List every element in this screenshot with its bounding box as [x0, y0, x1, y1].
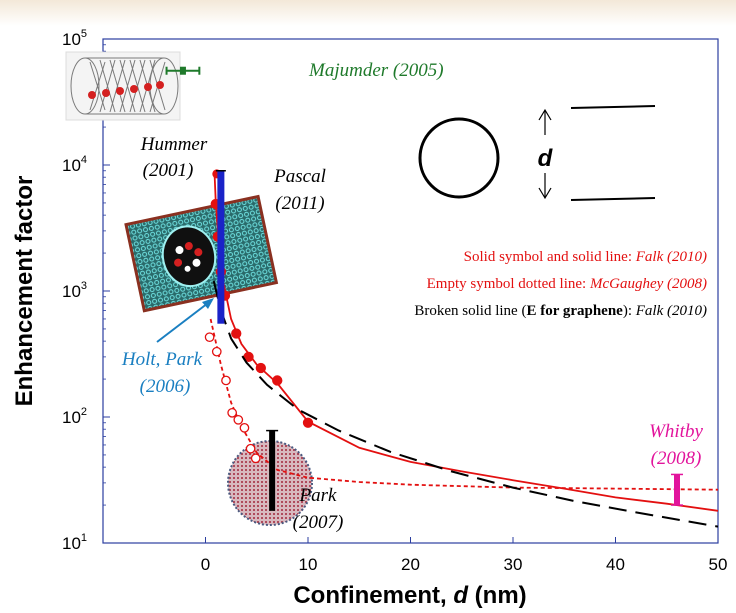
nanotube-image-pascal — [124, 194, 279, 313]
annotation-pascal-year: (2011) — [275, 193, 324, 214]
legend-empty: Empty symbol dotted line: McGaughey (200… — [427, 276, 707, 292]
annotation-holt-name: Holt, Park — [121, 349, 203, 370]
series-1-point-7 — [250, 453, 261, 464]
series-line-2 — [212, 280, 719, 528]
x-tick-label-40: 40 — [606, 555, 625, 574]
annotation-hummer-name: Hummer — [140, 134, 208, 155]
legend: Solid symbol and solid line: Falk (2010)… — [414, 249, 707, 319]
series-1-point-4 — [233, 414, 244, 425]
x-tick-label-0: 0 — [201, 555, 210, 574]
legend-solid: Solid symbol and solid line: Falk (2010) — [464, 249, 707, 265]
series-0-point-4 — [231, 328, 242, 339]
series-0-point-7 — [272, 375, 283, 386]
series-0-point-5 — [243, 351, 254, 363]
series-0-point-6 — [255, 362, 267, 374]
y-tick-label-3: 103 — [62, 280, 87, 301]
series-0-point-8 — [302, 417, 314, 428]
annotation-whitby-name: Whitby — [649, 421, 703, 442]
holt-arrow — [156, 298, 214, 343]
diagram-d-label: d — [538, 145, 554, 172]
annotation-hummer-year: (2001) — [143, 160, 194, 181]
x-tick-label-20: 20 — [401, 555, 420, 574]
legend-broken: Broken solid line (E for graphene): Falk… — [414, 303, 707, 319]
annotation-park-year: (2007) — [293, 512, 344, 533]
series-line-1 — [209, 318, 719, 491]
axis-ticks: 0 10 20 30 40 50 101 102 103 104 105 — [62, 28, 727, 574]
series-1-point-1 — [211, 346, 222, 357]
annotation-whitby-year: (2008) — [651, 448, 702, 469]
x-tick-label-10: 10 — [299, 555, 318, 574]
whitby-range-bar — [674, 474, 680, 506]
x-tick-label-50: 50 — [709, 555, 728, 574]
pascal-range-bar — [217, 170, 225, 324]
majumder-marker — [179, 66, 186, 75]
series-1-point-5 — [239, 423, 250, 433]
annotation-holt-year: (2006) — [140, 376, 191, 397]
series-1-point-0 — [204, 332, 215, 343]
annotation-majumder: Majumder (2005) — [308, 60, 444, 81]
annotation-park-name: Park — [299, 485, 338, 506]
y-tick-label-4: 104 — [62, 154, 87, 175]
y-tick-label-2: 102 — [62, 406, 87, 427]
y-tick-label-5: 105 — [62, 28, 87, 49]
series-1-point-3 — [227, 407, 237, 418]
x-axis-label: Confinement, d (nm) — [293, 582, 526, 609]
series-1-point-2 — [221, 375, 231, 386]
pore-diagram: d — [418, 105, 656, 201]
x-tick-label-30: 30 — [504, 555, 523, 574]
nanotube-image-hummer — [65, 51, 181, 121]
series-1-point-6 — [245, 443, 256, 454]
y-tick-label-1: 101 — [62, 532, 87, 553]
y-axis-label: Enhancement factor — [11, 176, 38, 407]
park-range-bar — [269, 430, 276, 511]
annotation-pascal-name: Pascal — [273, 166, 326, 187]
